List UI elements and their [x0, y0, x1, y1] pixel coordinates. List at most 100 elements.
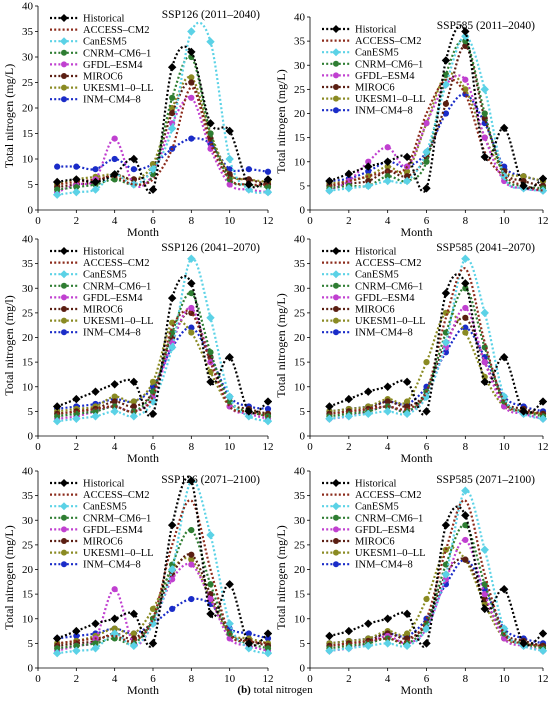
data-point	[225, 353, 234, 362]
data-point	[148, 397, 158, 406]
data-point	[91, 177, 100, 187]
legend-entry: CanESM5	[83, 270, 127, 281]
y-tick-label: 0	[28, 431, 34, 443]
data-point	[422, 184, 431, 193]
legend: HistoricalACCESS–CM2CanESM5CNRM–CM6–1GFD…	[322, 25, 426, 117]
x-tick-label: 10	[499, 673, 511, 685]
data-point	[264, 405, 272, 413]
data-point	[461, 27, 470, 36]
data-point	[481, 134, 488, 141]
legend-entry: Historical	[83, 479, 124, 490]
x-axis-label: Month	[400, 225, 432, 239]
series-line	[329, 267, 544, 415]
data-point	[148, 185, 158, 194]
data-point	[167, 124, 177, 133]
data-point	[480, 308, 489, 318]
data-point	[383, 382, 392, 391]
chart-title: SSP585 (2011–2040)	[437, 20, 535, 32]
y-axis-label: Total nitrogen (mg/l)	[2, 295, 16, 395]
x-tick-label: 0	[35, 673, 41, 685]
data-point	[519, 181, 528, 191]
y-tick-label: 0	[28, 663, 34, 675]
data-point	[188, 324, 195, 331]
chart-panel-2: 0 5 10 15 20 25 30 35 40 0 2 4 6 8 10 12 Month Total nitr…	[274, 12, 549, 240]
data-point	[442, 561, 450, 568]
legend-entry: UKESM1–0–LL	[83, 83, 154, 94]
data-point	[188, 94, 195, 101]
series-line	[57, 326, 269, 411]
y-tick-label: 40	[294, 234, 306, 246]
x-tick-label: 0	[307, 673, 313, 685]
data-point	[207, 130, 214, 137]
x-axis-label: Month	[400, 683, 432, 697]
legend-entry: Historical	[355, 247, 396, 258]
data-point	[187, 47, 196, 57]
data-point	[129, 609, 139, 619]
data-point	[110, 170, 119, 179]
data-point	[461, 254, 470, 263]
chart-panel-6: 0 5 10 15 20 25 30 35 40 0 2 4 6 8 10 12 Month Total nitr…	[274, 466, 549, 698]
data-point	[91, 387, 100, 396]
data-point	[244, 639, 254, 648]
legend-entry: MIROC6	[355, 537, 395, 548]
data-point	[264, 168, 272, 175]
legend-entry: CNRM–CM6–1	[83, 281, 151, 292]
series-line	[57, 553, 269, 647]
data-point	[442, 546, 450, 553]
y-tick-label: 20	[22, 564, 34, 576]
data-point	[263, 397, 272, 406]
data-point	[91, 619, 100, 628]
data-point	[480, 545, 489, 554]
legend-swatch-marker	[60, 479, 68, 487]
chart-panel-4: 0 5 10 15 20 25 30 35 40 0 2 4 6 8 10 12 Month Total nitr…	[274, 234, 549, 466]
legend-swatch-marker	[61, 526, 67, 533]
data-point	[499, 123, 509, 133]
data-point	[206, 609, 215, 619]
x-tick-label: 4	[385, 215, 391, 227]
data-point	[169, 605, 176, 613]
data-point	[129, 377, 139, 387]
data-point	[441, 288, 451, 298]
data-point	[462, 324, 469, 331]
data-point	[344, 184, 354, 193]
data-point	[403, 173, 411, 180]
legend-swatch-marker	[333, 549, 339, 556]
legend-entry: ACCESS–CM2	[83, 25, 150, 36]
y-tick-label: 15	[22, 357, 34, 369]
data-point	[442, 110, 450, 117]
data-point	[92, 640, 99, 647]
series-line	[329, 557, 544, 647]
legend-swatch-marker	[333, 317, 339, 324]
y-tick-label: 35	[22, 490, 34, 502]
data-point	[344, 394, 354, 404]
data-point	[129, 180, 139, 189]
data-point	[481, 110, 488, 117]
y-tick-label: 30	[294, 283, 306, 295]
x-tick-label: 8	[463, 441, 469, 453]
y-tick-label: 10	[22, 381, 34, 393]
data-point	[148, 409, 158, 419]
legend-entry: GFDL–ESM4	[355, 71, 415, 82]
data-point	[148, 165, 158, 174]
x-tick-label: 10	[224, 441, 236, 453]
data-point	[169, 94, 176, 101]
data-point	[225, 126, 234, 136]
data-point	[344, 626, 354, 636]
data-point	[365, 177, 372, 185]
x-tick-label: 2	[74, 215, 80, 227]
legend-swatch-marker	[332, 479, 340, 487]
data-point	[92, 166, 99, 173]
legend-entry: UKESM1–0–LL	[355, 316, 426, 327]
x-tick-label: 6	[150, 673, 156, 685]
y-tick-label: 40	[294, 466, 306, 478]
data-point	[169, 110, 176, 117]
x-tick-label: 2	[346, 215, 352, 227]
caption-label: (b)	[237, 684, 251, 696]
y-tick-label: 15	[294, 589, 306, 601]
y-tick-label: 0	[300, 431, 306, 443]
data-point	[423, 359, 430, 366]
data-point	[462, 556, 469, 563]
y-tick-label: 25	[294, 307, 306, 319]
data-point	[538, 646, 547, 655]
series-group	[52, 476, 272, 658]
